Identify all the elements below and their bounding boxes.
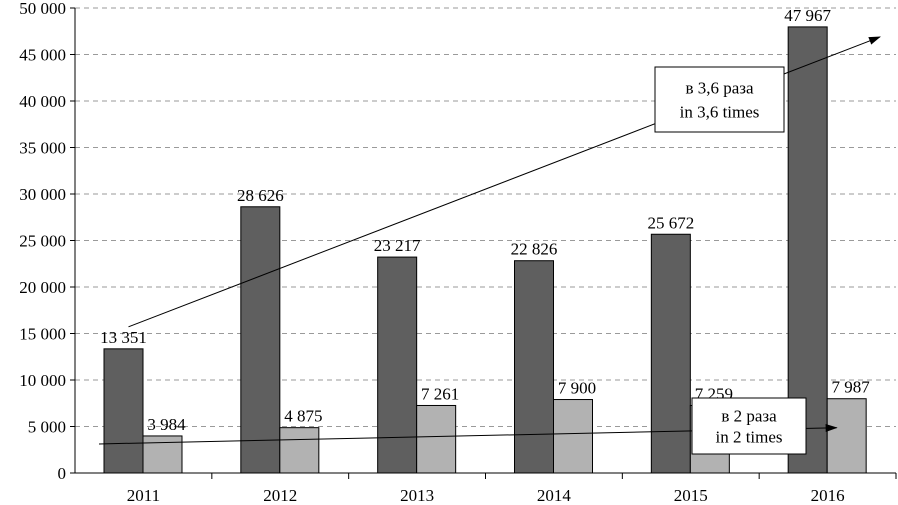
data-label: 28 626 <box>237 186 284 205</box>
y-tick-label: 15 000 <box>19 325 66 344</box>
callout-text: in 3,6 times <box>680 103 760 122</box>
y-tick-label: 40 000 <box>19 92 66 111</box>
bar <box>826 398 867 474</box>
data-label: 47 967 <box>784 6 831 25</box>
x-tick-label: 2012 <box>263 486 297 505</box>
bar <box>142 435 183 474</box>
x-tick-label: 2011 <box>127 486 160 505</box>
y-tick-label: 30 000 <box>19 185 66 204</box>
data-label: 7 261 <box>421 384 459 403</box>
data-label: 3 984 <box>147 415 186 434</box>
y-tick-label: 20 000 <box>19 278 66 297</box>
bar <box>553 399 593 474</box>
x-tick-label: 2013 <box>400 486 434 505</box>
bar <box>377 256 418 474</box>
callout-text: в 3,6 раза <box>685 79 754 98</box>
y-tick-label: 50 000 <box>19 0 66 18</box>
bar <box>514 260 554 474</box>
y-tick-label: 5 000 <box>28 418 66 437</box>
data-labels: 13 351 3 984 28 626 4 875 23 217 7 261 22 826 7… <box>100 6 870 434</box>
bar <box>650 233 691 474</box>
x-tick-label: 2016 <box>811 486 845 505</box>
bar <box>279 427 320 474</box>
data-label: 4 875 <box>284 407 322 426</box>
data-label: 23 217 <box>374 236 421 255</box>
callout-box <box>654 66 785 133</box>
annotations: в 3,6 раза in 3,6 times в 2 раза in 2 times <box>98 36 881 455</box>
y-tick-label: 0 <box>58 464 67 483</box>
bars <box>103 26 867 474</box>
data-label: 13 351 <box>100 328 147 347</box>
bar <box>103 348 144 474</box>
bar <box>240 206 281 474</box>
data-label: 7 900 <box>558 379 596 398</box>
callout-box <box>691 397 807 455</box>
axes: 0 5 000 10 000 15 000 20 000 25 000 30 000 35 0… <box>19 0 897 505</box>
x-tick-label: 2014 <box>537 486 572 505</box>
callout-text: in 2 times <box>715 428 782 447</box>
y-tick-label: 25 000 <box>19 232 66 251</box>
y-tick-label: 45 000 <box>19 46 66 65</box>
y-tick-label: 10 000 <box>19 371 66 390</box>
data-label: 25 672 <box>647 213 694 232</box>
y-tick-label: 35 000 <box>19 139 66 158</box>
callout-text: в 2 раза <box>721 407 777 426</box>
x-tick-label: 2015 <box>674 486 708 505</box>
data-label: 22 826 <box>511 240 558 259</box>
bar <box>416 404 457 474</box>
data-label: 7 987 <box>832 378 871 397</box>
